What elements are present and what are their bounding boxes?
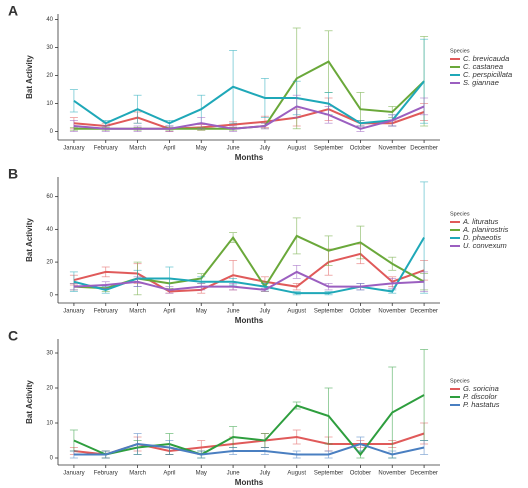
y-axis-label: Bat Activity [25, 55, 34, 99]
x-tick-label: July [260, 471, 271, 477]
x-tick-label: March [129, 471, 146, 477]
x-tick-label: June [227, 309, 241, 315]
x-tick-label: May [196, 146, 207, 152]
y-tick-label: 20 [46, 386, 53, 392]
x-tick-label: February [94, 471, 118, 477]
x-tick-label: December [410, 471, 438, 477]
legend-label: A. planirostris [462, 225, 509, 234]
y-axis-label: Bat Activity [25, 380, 34, 424]
legend-label: U. convexum [463, 241, 507, 250]
y-tick-label: 0 [50, 292, 54, 298]
x-tick-label: June [227, 471, 241, 477]
legend-title: Species [450, 48, 470, 54]
x-tick-label: May [196, 471, 207, 477]
x-tick-label: November [378, 309, 406, 315]
y-tick-label: 0 [50, 129, 54, 135]
x-tick-label: January [63, 471, 84, 477]
x-tick-label: July [260, 146, 271, 152]
series-line [73, 80, 425, 125]
x-tick-label: December [410, 146, 438, 152]
x-axis-label: Months [235, 153, 264, 162]
x-tick-label: January [63, 309, 84, 315]
x-tick-label: August [287, 146, 306, 152]
x-tick-label: November [378, 471, 406, 477]
panel-label: A [8, 3, 18, 19]
series-line [73, 270, 425, 291]
x-axis-label: Months [235, 478, 264, 487]
x-tick-label: April [163, 471, 175, 477]
series-line [73, 442, 425, 456]
x-tick-label: September [314, 309, 343, 315]
legend-label: C. castanea [463, 62, 503, 71]
legend-label: A. lituratus [462, 217, 499, 226]
legend-label: S. giannae [463, 78, 499, 87]
y-tick-label: 10 [46, 421, 53, 427]
y-tick-label: 30 [46, 351, 53, 357]
x-tick-label: August [287, 471, 306, 477]
series-line [73, 234, 425, 290]
x-tick-label: March [129, 146, 146, 152]
x-tick-label: January [63, 146, 84, 152]
x-tick-label: May [196, 309, 207, 315]
x-tick-label: October [350, 309, 371, 315]
x-tick-label: October [350, 471, 371, 477]
x-tick-label: April [163, 146, 175, 152]
series-line [73, 60, 425, 130]
legend-label: G. soricina [463, 384, 499, 393]
x-tick-label: December [410, 309, 438, 315]
y-tick-label: 20 [46, 73, 53, 79]
y-tick-label: 10 [46, 101, 53, 107]
y-axis-label: Bat Activity [25, 218, 34, 262]
x-tick-label: April [163, 309, 175, 315]
x-tick-label: March [129, 309, 146, 315]
x-tick-label: September [314, 471, 343, 477]
y-tick-label: 0 [50, 456, 54, 462]
x-axis-label: Months [235, 316, 264, 325]
series-line [73, 252, 425, 293]
legend-title: Species [450, 211, 470, 217]
legend-label: C. perspicillata [463, 70, 512, 79]
y-tick-label: 40 [46, 227, 53, 233]
series-line [73, 105, 425, 130]
legend-label: P. hastatus [463, 400, 500, 409]
legend-title: Species [450, 378, 470, 384]
x-tick-label: October [350, 146, 371, 152]
legend-label: D. phaeotis [463, 233, 501, 242]
panel-label: C [8, 328, 18, 344]
legend-label: C. brevicauda [463, 54, 509, 63]
x-tick-label: February [94, 146, 118, 152]
y-tick-label: 20 [46, 260, 53, 266]
x-tick-label: August [287, 309, 306, 315]
x-tick-label: July [260, 309, 271, 315]
y-tick-label: 60 [46, 194, 53, 200]
series-line [73, 237, 425, 295]
y-tick-label: 30 [46, 45, 53, 51]
legend-label: P. discolor [463, 392, 498, 401]
series-line [73, 394, 425, 457]
x-tick-label: September [314, 146, 343, 152]
x-tick-label: February [94, 309, 118, 315]
y-tick-label: 40 [46, 17, 53, 23]
panel-label: B [8, 166, 18, 182]
x-tick-label: June [227, 146, 241, 152]
x-tick-label: November [378, 146, 406, 152]
